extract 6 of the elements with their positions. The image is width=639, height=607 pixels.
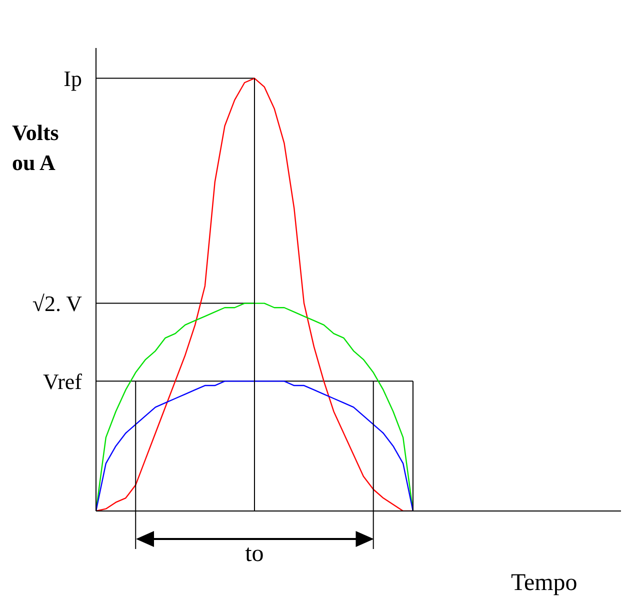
x-axis-title: Tempo <box>511 570 578 597</box>
text: to <box>244 541 265 568</box>
ref-line-label: Vref <box>43 368 83 394</box>
ref-line-label: Ip <box>64 66 82 92</box>
ref-line-label: √2. V <box>32 291 82 316</box>
y-axis-title: Volts ou A <box>12 119 60 177</box>
